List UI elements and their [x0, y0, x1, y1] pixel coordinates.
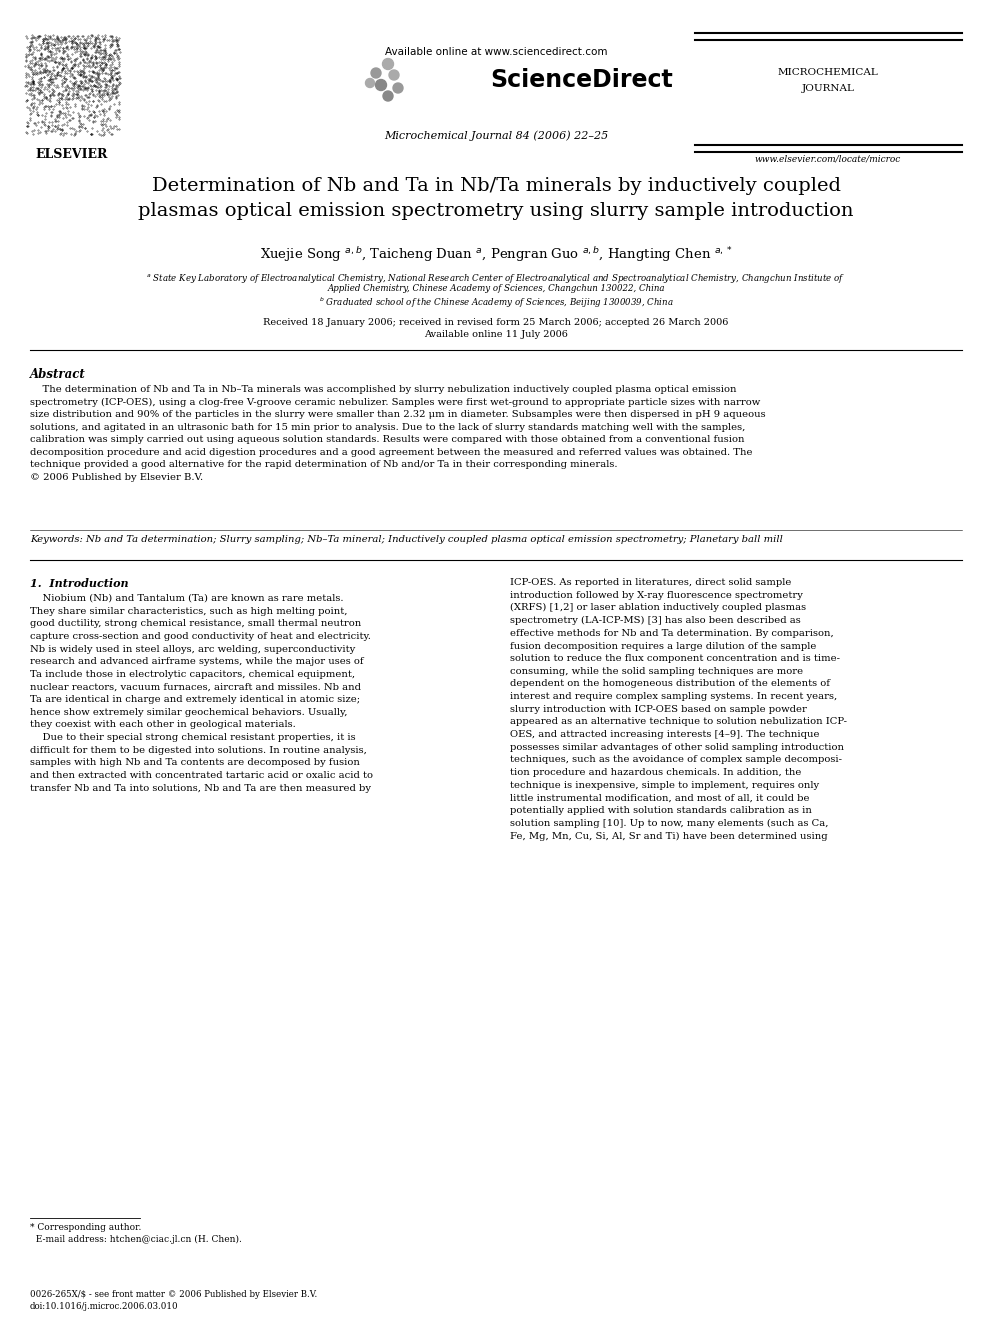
- Circle shape: [365, 78, 375, 87]
- Text: www.elsevier.com/locate/microc: www.elsevier.com/locate/microc: [755, 155, 901, 164]
- Text: MICROCHEMICAL: MICROCHEMICAL: [778, 67, 878, 77]
- Text: * Corresponding author.: * Corresponding author.: [30, 1222, 142, 1232]
- Text: Niobium (Nb) and Tantalum (Ta) are known as rare metals.
They share similar char: Niobium (Nb) and Tantalum (Ta) are known…: [30, 594, 373, 792]
- Text: Available online at www.sciencedirect.com: Available online at www.sciencedirect.co…: [385, 48, 607, 57]
- Text: Determination of Nb and Ta in Nb/Ta minerals by inductively coupled: Determination of Nb and Ta in Nb/Ta mine…: [152, 177, 840, 194]
- Text: Applied Chemistry, Chinese Academy of Sciences, Changchun 130022, China: Applied Chemistry, Chinese Academy of Sc…: [327, 284, 665, 292]
- Text: E-mail address: htchen@ciac.jl.cn (H. Chen).: E-mail address: htchen@ciac.jl.cn (H. Ch…: [30, 1234, 242, 1244]
- Text: 0026-265X/$ - see front matter © 2006 Published by Elsevier B.V.: 0026-265X/$ - see front matter © 2006 Pu…: [30, 1290, 317, 1299]
- Circle shape: [389, 70, 399, 79]
- Text: Xuejie Song $^{a,b}$, Taicheng Duan $^{a}$, Pengran Guo $^{a,b}$, Hangting Chen : Xuejie Song $^{a,b}$, Taicheng Duan $^{a…: [260, 245, 732, 263]
- Text: Abstract: Abstract: [30, 368, 85, 381]
- Text: $^{a}$ State Key Laboratory of Electroanalytical Chemistry, National Research Ce: $^{a}$ State Key Laboratory of Electroan…: [147, 273, 845, 284]
- Text: The determination of Nb and Ta in Nb–Ta minerals was accomplished by slurry nebu: The determination of Nb and Ta in Nb–Ta …: [30, 385, 766, 482]
- Text: Available online 11 July 2006: Available online 11 July 2006: [424, 329, 568, 339]
- Text: doi:10.1016/j.microc.2006.03.010: doi:10.1016/j.microc.2006.03.010: [30, 1302, 179, 1311]
- Circle shape: [383, 91, 393, 101]
- Circle shape: [393, 83, 403, 93]
- Text: ScienceDirect: ScienceDirect: [490, 67, 673, 93]
- Text: plasmas optical emission spectrometry using slurry sample introduction: plasmas optical emission spectrometry us…: [138, 202, 854, 220]
- Text: Microchemical Journal 84 (2006) 22–25: Microchemical Journal 84 (2006) 22–25: [384, 130, 608, 140]
- Text: Keywords: Nb and Ta determination; Slurry sampling; Nb–Ta mineral; Inductively c: Keywords: Nb and Ta determination; Slurr…: [30, 534, 783, 544]
- Circle shape: [376, 79, 387, 90]
- Text: 1.  Introduction: 1. Introduction: [30, 578, 129, 589]
- Text: Received 18 January 2006; received in revised form 25 March 2006; accepted 26 Ma: Received 18 January 2006; received in re…: [263, 318, 729, 327]
- Text: ICP-OES. As reported in literatures, direct solid sample
introduction followed b: ICP-OES. As reported in literatures, dir…: [510, 578, 847, 840]
- Bar: [25, 34, 120, 135]
- Text: ELSEVIER: ELSEVIER: [36, 148, 108, 161]
- Circle shape: [383, 58, 394, 70]
- Text: $^{b}$ Graduated school of the Chinese Academy of Sciences, Beijing 1300039, Chi: $^{b}$ Graduated school of the Chinese A…: [318, 296, 674, 311]
- Circle shape: [371, 67, 381, 78]
- Text: JOURNAL: JOURNAL: [802, 83, 854, 93]
